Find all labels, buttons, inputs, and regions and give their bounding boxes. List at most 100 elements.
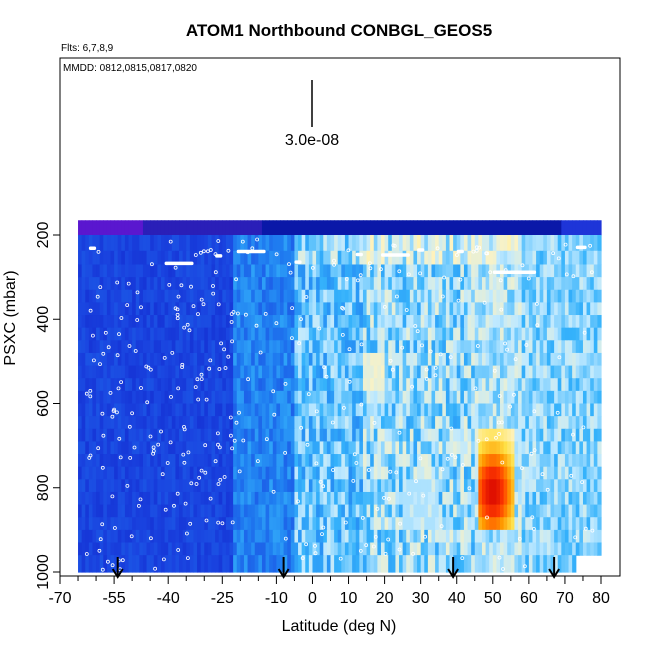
heatmap-cell xyxy=(543,416,548,430)
heatmap-cell xyxy=(132,390,137,405)
heatmap-cell xyxy=(222,479,227,493)
heatmap-cell xyxy=(496,491,501,506)
heatmap-cell xyxy=(150,327,155,341)
heatmap-cell xyxy=(146,416,151,430)
heatmap-cell xyxy=(402,302,407,316)
heatmap-cell xyxy=(142,220,148,236)
heatmap-cell xyxy=(586,220,591,236)
heatmap-cell xyxy=(344,302,350,316)
heatmap-cell xyxy=(251,454,256,468)
heatmap-cell xyxy=(532,235,537,252)
heatmap-cell xyxy=(301,529,306,544)
heatmap-cell xyxy=(543,327,548,341)
sample-point xyxy=(418,271,423,276)
heatmap-cell xyxy=(366,327,371,341)
heatmap-cell xyxy=(305,220,310,236)
heatmap-cell xyxy=(402,504,407,518)
heatmap-cell xyxy=(269,289,274,303)
heatmap-cell xyxy=(409,277,415,291)
heatmap-cell xyxy=(157,517,162,531)
heatmap-cell xyxy=(171,365,177,379)
heatmap-cell xyxy=(117,466,122,480)
heatmap-cell xyxy=(316,352,321,367)
heatmap-cell xyxy=(564,390,570,405)
y-tick-label: 1000 xyxy=(35,554,52,590)
heatmap-cell xyxy=(380,529,386,544)
heatmap-cell xyxy=(207,403,213,417)
heatmap-cell xyxy=(225,504,231,518)
heatmap-cell xyxy=(481,517,487,531)
heatmap-cell xyxy=(539,403,544,417)
heatmap-cell xyxy=(128,289,133,303)
heatmap-cell xyxy=(518,220,523,236)
heatmap-cell xyxy=(110,517,115,531)
heatmap-cell xyxy=(474,466,479,480)
heatmap-cell xyxy=(193,517,198,531)
heatmap-cell xyxy=(186,250,191,266)
heatmap-cell xyxy=(463,454,469,468)
heatmap-cell xyxy=(305,403,310,417)
heatmap-cell xyxy=(117,416,122,430)
heatmap-cell xyxy=(319,220,324,236)
heatmap-cell xyxy=(121,352,126,367)
heatmap-cell xyxy=(179,264,184,278)
heatmap-cell xyxy=(355,352,360,367)
heatmap-cell xyxy=(500,416,505,430)
heatmap-cell xyxy=(121,250,126,266)
heatmap-cell xyxy=(427,264,433,278)
heatmap-cell xyxy=(481,220,487,236)
sample-point xyxy=(442,275,447,280)
heatmap-cell xyxy=(388,517,393,531)
heatmap-cell xyxy=(305,542,310,556)
x-axis-label: Latitude (deg N) xyxy=(282,618,397,635)
heatmap-cell xyxy=(114,517,119,531)
heatmap-cell xyxy=(276,479,281,493)
heatmap-cell xyxy=(370,289,375,303)
heatmap-cell xyxy=(366,302,371,316)
heatmap-cell xyxy=(586,441,591,455)
heatmap-cell xyxy=(319,441,324,455)
heatmap-cell xyxy=(518,340,523,354)
heatmap-cell xyxy=(550,352,555,367)
heatmap-cell xyxy=(298,441,303,455)
heatmap-cell xyxy=(384,250,389,266)
heatmap-cell xyxy=(117,289,122,303)
heatmap-cell xyxy=(128,555,133,573)
heatmap-cell xyxy=(409,441,415,455)
heatmap-cell xyxy=(135,327,140,341)
heatmap-cell xyxy=(305,302,310,316)
heatmap-cell xyxy=(543,517,548,531)
heatmap-cell xyxy=(373,542,378,556)
heatmap-cell xyxy=(96,220,101,236)
heatmap-cell xyxy=(449,327,454,341)
sample-point xyxy=(101,433,106,438)
heatmap-cell xyxy=(330,542,335,556)
heatmap-cell xyxy=(78,264,83,278)
heatmap-cell xyxy=(99,327,104,341)
heatmap-cell xyxy=(146,390,151,405)
heatmap-cell xyxy=(85,235,90,252)
heatmap-cell xyxy=(92,428,97,443)
heatmap-cell xyxy=(359,365,364,379)
heatmap-cell xyxy=(557,250,562,266)
heatmap-cell xyxy=(236,365,241,379)
heatmap-cell xyxy=(485,289,490,303)
heatmap-cell xyxy=(305,454,310,468)
sample-point xyxy=(182,460,187,465)
heatmap-cell xyxy=(442,340,447,354)
heatmap-cell xyxy=(106,466,112,480)
heatmap-cell xyxy=(135,542,140,556)
heatmap-cell xyxy=(341,340,346,354)
heatmap-cell xyxy=(243,277,249,291)
heatmap-cell xyxy=(312,277,317,291)
heatmap-cell xyxy=(528,428,534,443)
heatmap-cell xyxy=(323,555,328,573)
sample-point xyxy=(428,349,433,354)
heatmap-cell xyxy=(233,315,238,329)
heatmap-cell xyxy=(359,235,364,252)
heatmap-cell xyxy=(348,365,353,379)
heatmap-cell xyxy=(377,277,382,291)
heatmap-cell xyxy=(500,327,505,341)
heatmap-cell xyxy=(341,315,346,329)
heatmap-cell xyxy=(590,277,595,291)
